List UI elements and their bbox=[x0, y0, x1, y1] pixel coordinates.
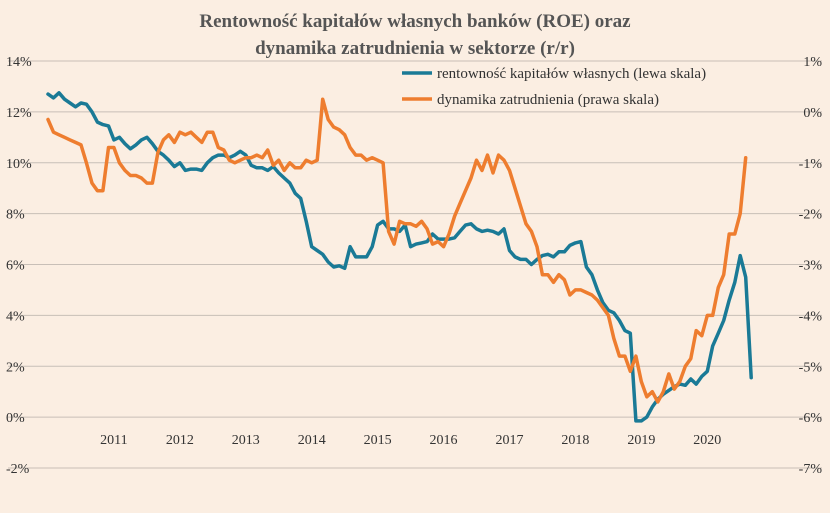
x-tick-label: 2014 bbox=[298, 433, 326, 448]
gridlines bbox=[8, 60, 822, 469]
chart-title-line-1: Rentowność kapitałów własnych banków (RO… bbox=[199, 11, 631, 32]
left-tick-label: 14% bbox=[6, 55, 32, 70]
x-tick-label: 2017 bbox=[495, 433, 523, 448]
left-tick-label: 4% bbox=[6, 309, 25, 324]
x-axis: 2011 2012 2013 2014 2015 2016 2017 2018 2019 2020 bbox=[100, 433, 721, 448]
left-axis: -2% 0% 2% 4% 6% 8% 10% 12% 14% bbox=[6, 55, 32, 477]
left-tick-label: 6% bbox=[6, 259, 25, 274]
series-lines bbox=[46, 91, 753, 423]
right-tick-label: 0% bbox=[803, 106, 822, 121]
left-tick-label: 12% bbox=[6, 106, 32, 121]
series-line-1 bbox=[46, 91, 753, 423]
x-tick-label: 2013 bbox=[232, 433, 260, 448]
right-tick-label: -2% bbox=[799, 208, 823, 223]
x-tick-label: 2020 bbox=[693, 433, 721, 448]
right-tick-label: -6% bbox=[799, 411, 823, 426]
legend: rentowność kapitałów własnych (lewa skal… bbox=[402, 66, 706, 108]
x-tick-label: 2012 bbox=[166, 433, 194, 448]
right-tick-label: -4% bbox=[799, 309, 823, 324]
chart-title: Rentowność kapitałów własnych banków (RO… bbox=[0, 8, 830, 62]
x-tick-label: 2011 bbox=[100, 433, 127, 448]
left-tick-label: 0% bbox=[6, 411, 25, 426]
left-tick-label: -2% bbox=[6, 462, 30, 477]
right-tick-label: 1% bbox=[803, 55, 822, 70]
right-tick-label: -7% bbox=[799, 462, 823, 477]
x-tick-label: 2018 bbox=[561, 433, 589, 448]
legend-label-1: rentowność kapitałów własnych (lewa skal… bbox=[437, 66, 706, 82]
left-tick-label: 8% bbox=[6, 208, 25, 223]
chart-title-line-2: dynamika zatrudnienia w sektorze (r/r) bbox=[255, 38, 575, 59]
x-tick-label: 2016 bbox=[430, 433, 458, 448]
right-tick-label: -5% bbox=[799, 360, 823, 375]
series-line-2 bbox=[46, 97, 748, 404]
left-tick-label: 2% bbox=[6, 360, 25, 375]
x-tick-label: 2019 bbox=[627, 433, 655, 448]
legend-label-2: dynamika zatrudnienia (prawa skala) bbox=[437, 92, 659, 108]
left-tick-label: 10% bbox=[6, 157, 32, 172]
x-tick-label: 2015 bbox=[364, 433, 392, 448]
right-axis: -7% -6% -5% -4% -3% -2% -1% 0% 1% bbox=[799, 55, 823, 477]
right-tick-label: -1% bbox=[799, 157, 823, 172]
right-tick-label: -3% bbox=[799, 259, 823, 274]
